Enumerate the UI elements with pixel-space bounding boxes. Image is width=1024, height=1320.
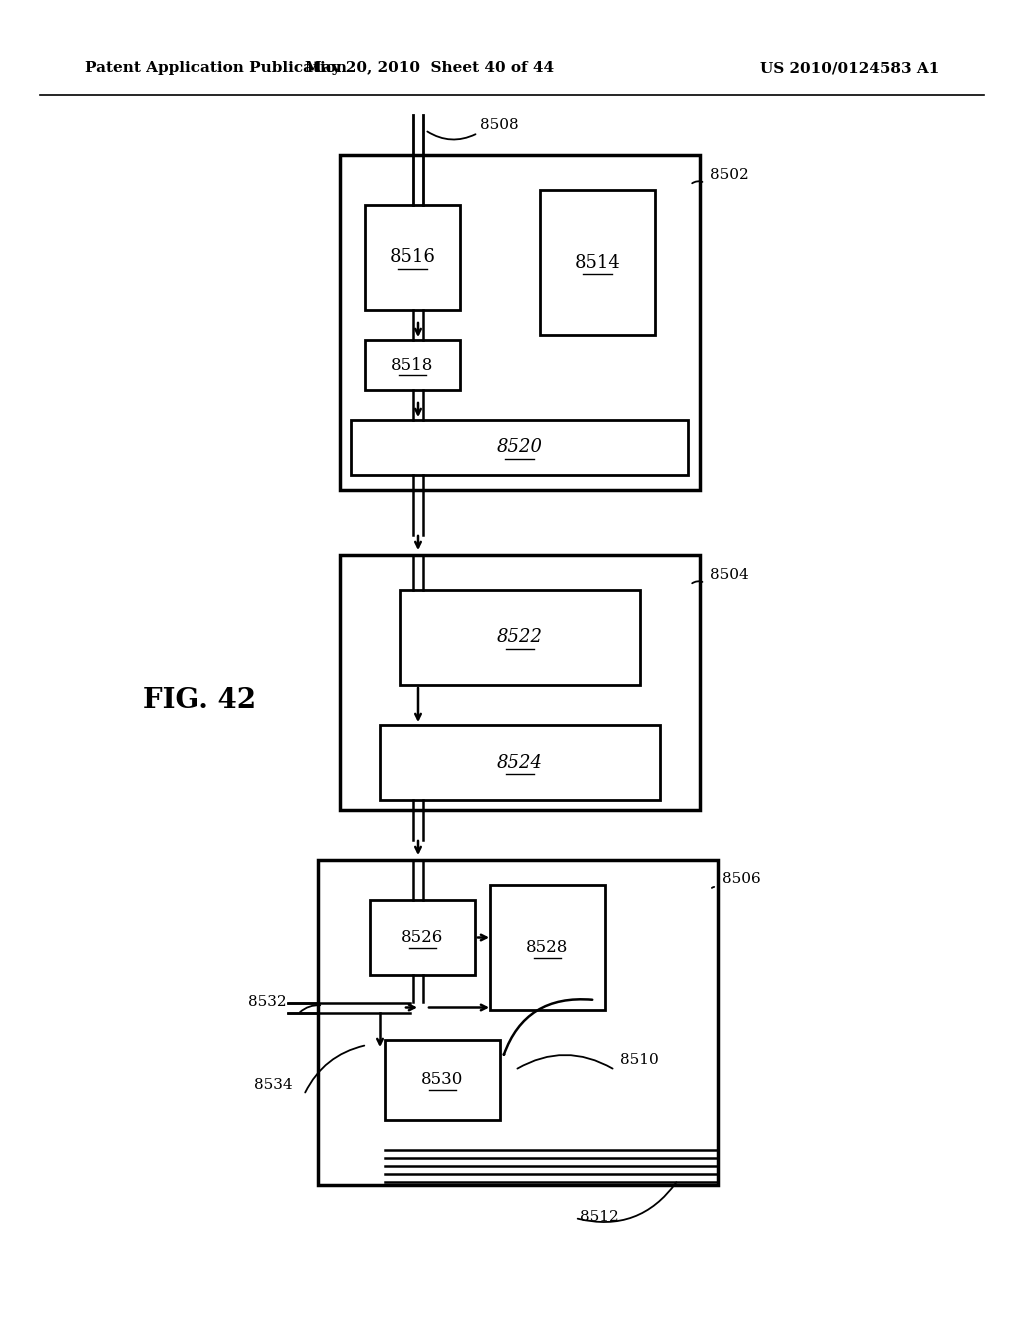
Text: 8522: 8522 [497, 628, 543, 647]
Text: 8530: 8530 [421, 1072, 464, 1089]
Text: May 20, 2010  Sheet 40 of 44: May 20, 2010 Sheet 40 of 44 [305, 61, 555, 75]
FancyArrowPatch shape [504, 999, 592, 1055]
Text: 8502: 8502 [710, 168, 749, 182]
Bar [365, 341, 460, 389]
FancyArrowPatch shape [578, 1183, 677, 1222]
Text: 8514: 8514 [574, 253, 621, 272]
Text: 8508: 8508 [480, 117, 518, 132]
FancyArrowPatch shape [300, 1006, 321, 1012]
Bar [490, 884, 605, 1010]
Text: 8506: 8506 [722, 873, 761, 886]
FancyArrowPatch shape [692, 581, 702, 583]
Bar [370, 900, 475, 975]
Text: 8524: 8524 [497, 754, 543, 771]
Bar [400, 590, 640, 685]
Bar [540, 190, 655, 335]
Text: FIG. 42: FIG. 42 [143, 686, 257, 714]
Text: 8532: 8532 [248, 995, 287, 1008]
Text: 8534: 8534 [254, 1078, 293, 1092]
Text: 8528: 8528 [526, 939, 568, 956]
Text: US 2010/0124583 A1: US 2010/0124583 A1 [760, 61, 939, 75]
Text: 8510: 8510 [620, 1053, 658, 1067]
Text: 8512: 8512 [580, 1210, 618, 1224]
Bar [385, 1040, 500, 1119]
Bar [365, 205, 460, 310]
Text: 8504: 8504 [710, 568, 749, 582]
Bar [380, 725, 660, 800]
FancyArrowPatch shape [305, 1045, 365, 1093]
FancyArrowPatch shape [692, 181, 702, 183]
Bar [351, 420, 688, 475]
FancyArrowPatch shape [517, 1055, 612, 1069]
Text: 8520: 8520 [497, 438, 543, 457]
Text: 8526: 8526 [401, 929, 443, 946]
Text: 8516: 8516 [389, 248, 435, 267]
Text: 8518: 8518 [391, 356, 434, 374]
Bar [318, 861, 718, 1185]
Bar [340, 554, 700, 810]
Text: Patent Application Publication: Patent Application Publication [85, 61, 347, 75]
Bar [340, 154, 700, 490]
FancyArrowPatch shape [427, 132, 475, 140]
